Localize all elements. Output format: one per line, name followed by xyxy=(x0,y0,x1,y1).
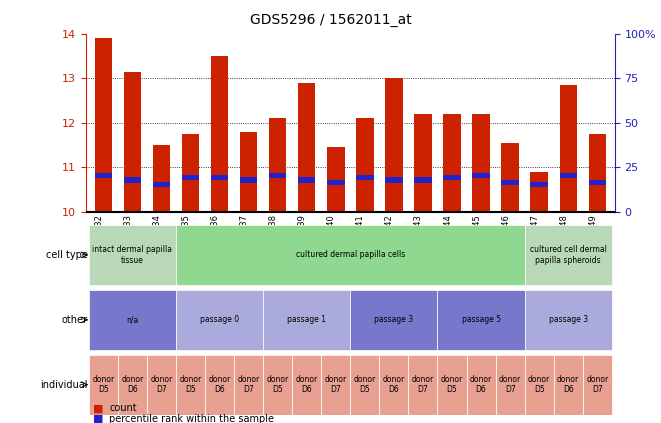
Bar xyxy=(438,355,467,415)
Bar xyxy=(153,182,170,187)
Bar xyxy=(473,114,490,212)
Text: other: other xyxy=(61,315,87,325)
Bar xyxy=(240,132,257,212)
Text: donor
D6: donor D6 xyxy=(557,375,580,394)
Bar xyxy=(211,175,228,181)
Bar xyxy=(95,38,112,212)
Bar xyxy=(182,175,199,181)
Bar xyxy=(356,175,373,181)
Text: individual: individual xyxy=(40,380,87,390)
Bar xyxy=(444,114,461,212)
Text: donor
D5: donor D5 xyxy=(441,375,463,394)
Text: passage 0: passage 0 xyxy=(200,315,239,324)
Bar xyxy=(588,134,606,212)
Text: donor
D6: donor D6 xyxy=(208,375,231,394)
Bar xyxy=(321,355,350,415)
Text: donor
D5: donor D5 xyxy=(354,375,376,394)
Text: ■: ■ xyxy=(93,403,103,413)
Text: passage 5: passage 5 xyxy=(461,315,500,324)
Text: count: count xyxy=(109,403,137,413)
Bar xyxy=(496,355,525,415)
Text: passage 3: passage 3 xyxy=(549,315,588,324)
Text: ■: ■ xyxy=(93,414,103,423)
Bar xyxy=(95,173,112,178)
Text: donor
D7: donor D7 xyxy=(237,375,260,394)
Bar xyxy=(531,182,548,187)
Bar xyxy=(467,355,496,415)
Bar xyxy=(211,56,228,212)
Bar xyxy=(124,177,141,183)
Text: donor
D7: donor D7 xyxy=(412,375,434,394)
Bar xyxy=(414,114,432,212)
Bar xyxy=(124,71,141,212)
Text: intact dermal papilla
tissue: intact dermal papilla tissue xyxy=(93,245,173,265)
Bar xyxy=(444,175,461,181)
Bar xyxy=(327,147,344,212)
Bar xyxy=(327,179,344,185)
Bar xyxy=(118,355,147,415)
Bar xyxy=(298,177,315,183)
Bar xyxy=(153,145,170,212)
Text: donor
D5: donor D5 xyxy=(179,375,202,394)
Bar xyxy=(525,355,554,415)
Bar xyxy=(379,355,408,415)
Bar xyxy=(385,78,403,212)
Bar xyxy=(89,225,176,285)
Text: donor
D7: donor D7 xyxy=(325,375,347,394)
Text: donor
D6: donor D6 xyxy=(470,375,492,394)
Text: donor
D6: donor D6 xyxy=(121,375,143,394)
Bar xyxy=(176,355,205,415)
Text: passage 3: passage 3 xyxy=(374,315,414,324)
Bar xyxy=(182,134,199,212)
Bar xyxy=(298,83,315,212)
Text: cell type: cell type xyxy=(46,250,87,260)
Text: donor
D5: donor D5 xyxy=(266,375,289,394)
Bar xyxy=(438,290,525,350)
Text: donor
D5: donor D5 xyxy=(93,375,114,394)
Bar xyxy=(385,177,403,183)
Bar xyxy=(89,355,118,415)
Text: passage 1: passage 1 xyxy=(288,315,327,324)
Bar xyxy=(583,355,612,415)
Text: donor
D7: donor D7 xyxy=(150,375,173,394)
Bar xyxy=(473,173,490,178)
Bar xyxy=(263,355,292,415)
Text: donor
D7: donor D7 xyxy=(499,375,522,394)
Bar xyxy=(176,290,263,350)
Text: donor
D5: donor D5 xyxy=(528,375,551,394)
Bar xyxy=(531,172,548,212)
Bar xyxy=(350,290,438,350)
Text: GDS5296 / 1562011_at: GDS5296 / 1562011_at xyxy=(250,13,411,27)
Bar xyxy=(408,355,438,415)
Bar xyxy=(269,118,286,212)
Bar xyxy=(205,355,234,415)
Text: percentile rank within the sample: percentile rank within the sample xyxy=(109,414,274,423)
Bar xyxy=(525,290,612,350)
Bar xyxy=(176,225,525,285)
Bar xyxy=(502,143,519,212)
Bar xyxy=(89,290,176,350)
Text: cultured dermal papilla cells: cultured dermal papilla cells xyxy=(295,250,405,259)
Bar xyxy=(559,173,577,178)
Text: donor
D7: donor D7 xyxy=(586,375,608,394)
Bar xyxy=(292,355,321,415)
Text: n/a: n/a xyxy=(126,315,139,324)
Bar xyxy=(559,85,577,212)
Text: cultured cell dermal
papilla spheroids: cultured cell dermal papilla spheroids xyxy=(530,245,607,265)
Bar xyxy=(263,290,350,350)
Bar xyxy=(554,355,583,415)
Bar xyxy=(525,225,612,285)
Bar xyxy=(414,177,432,183)
Bar xyxy=(240,177,257,183)
Bar xyxy=(502,179,519,185)
Bar xyxy=(269,173,286,178)
Bar xyxy=(350,355,379,415)
Bar xyxy=(147,355,176,415)
Text: donor
D6: donor D6 xyxy=(295,375,318,394)
Bar xyxy=(356,118,373,212)
Bar xyxy=(234,355,263,415)
Bar xyxy=(588,179,606,185)
Text: donor
D6: donor D6 xyxy=(383,375,405,394)
